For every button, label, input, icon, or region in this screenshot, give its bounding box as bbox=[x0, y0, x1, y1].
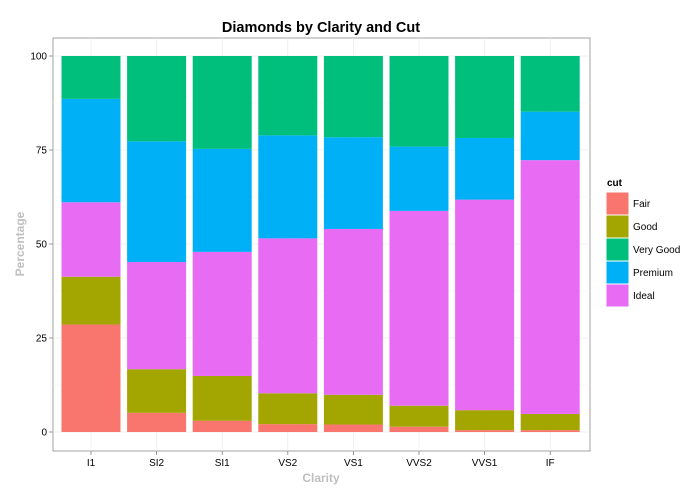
legend-key-premium bbox=[605, 260, 630, 285]
legend-label: Good bbox=[633, 222, 657, 233]
y-tick-label: 100 bbox=[30, 52, 47, 63]
x-tick-label: VVS1 bbox=[472, 458, 498, 469]
x-tick-label: I1 bbox=[87, 458, 96, 469]
bar-segment-VVS1-premium bbox=[455, 137, 515, 200]
y-tick-label: 75 bbox=[36, 146, 48, 157]
bar-segment-VS1-good bbox=[323, 394, 383, 425]
legend-key-ideal bbox=[605, 283, 630, 308]
bar-segment-SI2-good bbox=[127, 369, 187, 413]
x-axis-title: Clarity bbox=[302, 471, 340, 485]
legend-key-very-good bbox=[605, 237, 630, 262]
bar-segment-VS1-fair bbox=[323, 424, 383, 432]
x-tick-label: SI1 bbox=[215, 458, 230, 469]
y-tick-label: 25 bbox=[36, 334, 48, 345]
bar-segment-VS1-very-good bbox=[323, 56, 383, 138]
bar-segment-VS2-very-good bbox=[258, 56, 318, 136]
y-axis: 0 25 50 75 100 bbox=[30, 52, 53, 439]
legend-title: cut bbox=[607, 178, 623, 189]
legend-label: Ideal bbox=[633, 291, 655, 302]
bar-segment-IF-very-good bbox=[520, 56, 580, 112]
bar-segment-VVS2-very-good bbox=[389, 56, 449, 147]
bar-segment-SI2-ideal bbox=[127, 262, 187, 370]
bar-segment-VS1-ideal bbox=[323, 228, 383, 395]
bar-segment-VVS1-good bbox=[455, 410, 515, 431]
bar-segment-SI2-very-good bbox=[127, 56, 187, 142]
legend-label: Premium bbox=[633, 268, 673, 279]
bar-segment-VVS2-fair bbox=[389, 426, 449, 432]
x-tick-label: SI2 bbox=[149, 458, 164, 469]
legend-label: Fair bbox=[633, 199, 651, 210]
bars bbox=[61, 56, 580, 432]
y-tick-label: 50 bbox=[36, 240, 48, 251]
bar-segment-VS1-premium bbox=[323, 137, 383, 229]
legend-key-fair bbox=[605, 191, 630, 216]
bar-segment-I1-ideal bbox=[61, 202, 121, 277]
bar-segment-VVS1-ideal bbox=[455, 199, 515, 411]
bar-segment-I1-premium bbox=[61, 98, 121, 203]
bar-segment-SI1-good bbox=[192, 375, 252, 421]
bar-segment-VS2-premium bbox=[258, 135, 318, 239]
legend: cut Fair Good Very Good Premium Ideal bbox=[605, 178, 680, 308]
bar-segment-IF-premium bbox=[520, 111, 580, 161]
bar-segment-I1-good bbox=[61, 276, 121, 325]
legend-label: Very Good bbox=[633, 245, 680, 256]
bar-segment-IF-fair bbox=[520, 430, 580, 432]
y-tick-label: 0 bbox=[41, 428, 47, 439]
bar-segment-VS2-good bbox=[258, 393, 318, 425]
x-tick-label: VS2 bbox=[278, 458, 297, 469]
bar-segment-VVS1-very-good bbox=[455, 56, 515, 138]
bar-segment-VS2-ideal bbox=[258, 238, 318, 394]
bar-segment-I1-fair bbox=[61, 324, 121, 432]
bar-segment-IF-ideal bbox=[520, 160, 580, 414]
x-tick-label: VVS2 bbox=[406, 458, 432, 469]
bar-segment-VVS2-ideal bbox=[389, 210, 449, 406]
x-tick-label: VS1 bbox=[344, 458, 363, 469]
y-axis-title: Percentage bbox=[13, 211, 27, 276]
legend-key-good bbox=[605, 214, 630, 239]
bar-segment-SI2-premium bbox=[127, 141, 187, 263]
bar-segment-SI1-very-good bbox=[192, 56, 252, 149]
bar-segment-SI1-fair bbox=[192, 420, 252, 432]
x-axis: I1 SI2 SI1 VS2 VS1 VVS2 VVS1 IF bbox=[87, 451, 555, 469]
bar-segment-SI1-ideal bbox=[192, 251, 252, 376]
x-tick-label: IF bbox=[546, 458, 555, 469]
bar-segment-VS2-fair bbox=[258, 424, 318, 432]
bar-segment-VVS1-fair bbox=[455, 430, 515, 432]
bar-segment-SI1-premium bbox=[192, 148, 252, 252]
bar-segment-I1-very-good bbox=[61, 56, 121, 99]
chart-title: Diamonds by Clarity and Cut bbox=[222, 20, 420, 36]
bar-segment-IF-good bbox=[520, 413, 580, 431]
bar-segment-SI2-fair bbox=[127, 412, 187, 432]
bar-segment-VVS2-good bbox=[389, 405, 449, 427]
bar-segment-VVS2-premium bbox=[389, 146, 449, 211]
